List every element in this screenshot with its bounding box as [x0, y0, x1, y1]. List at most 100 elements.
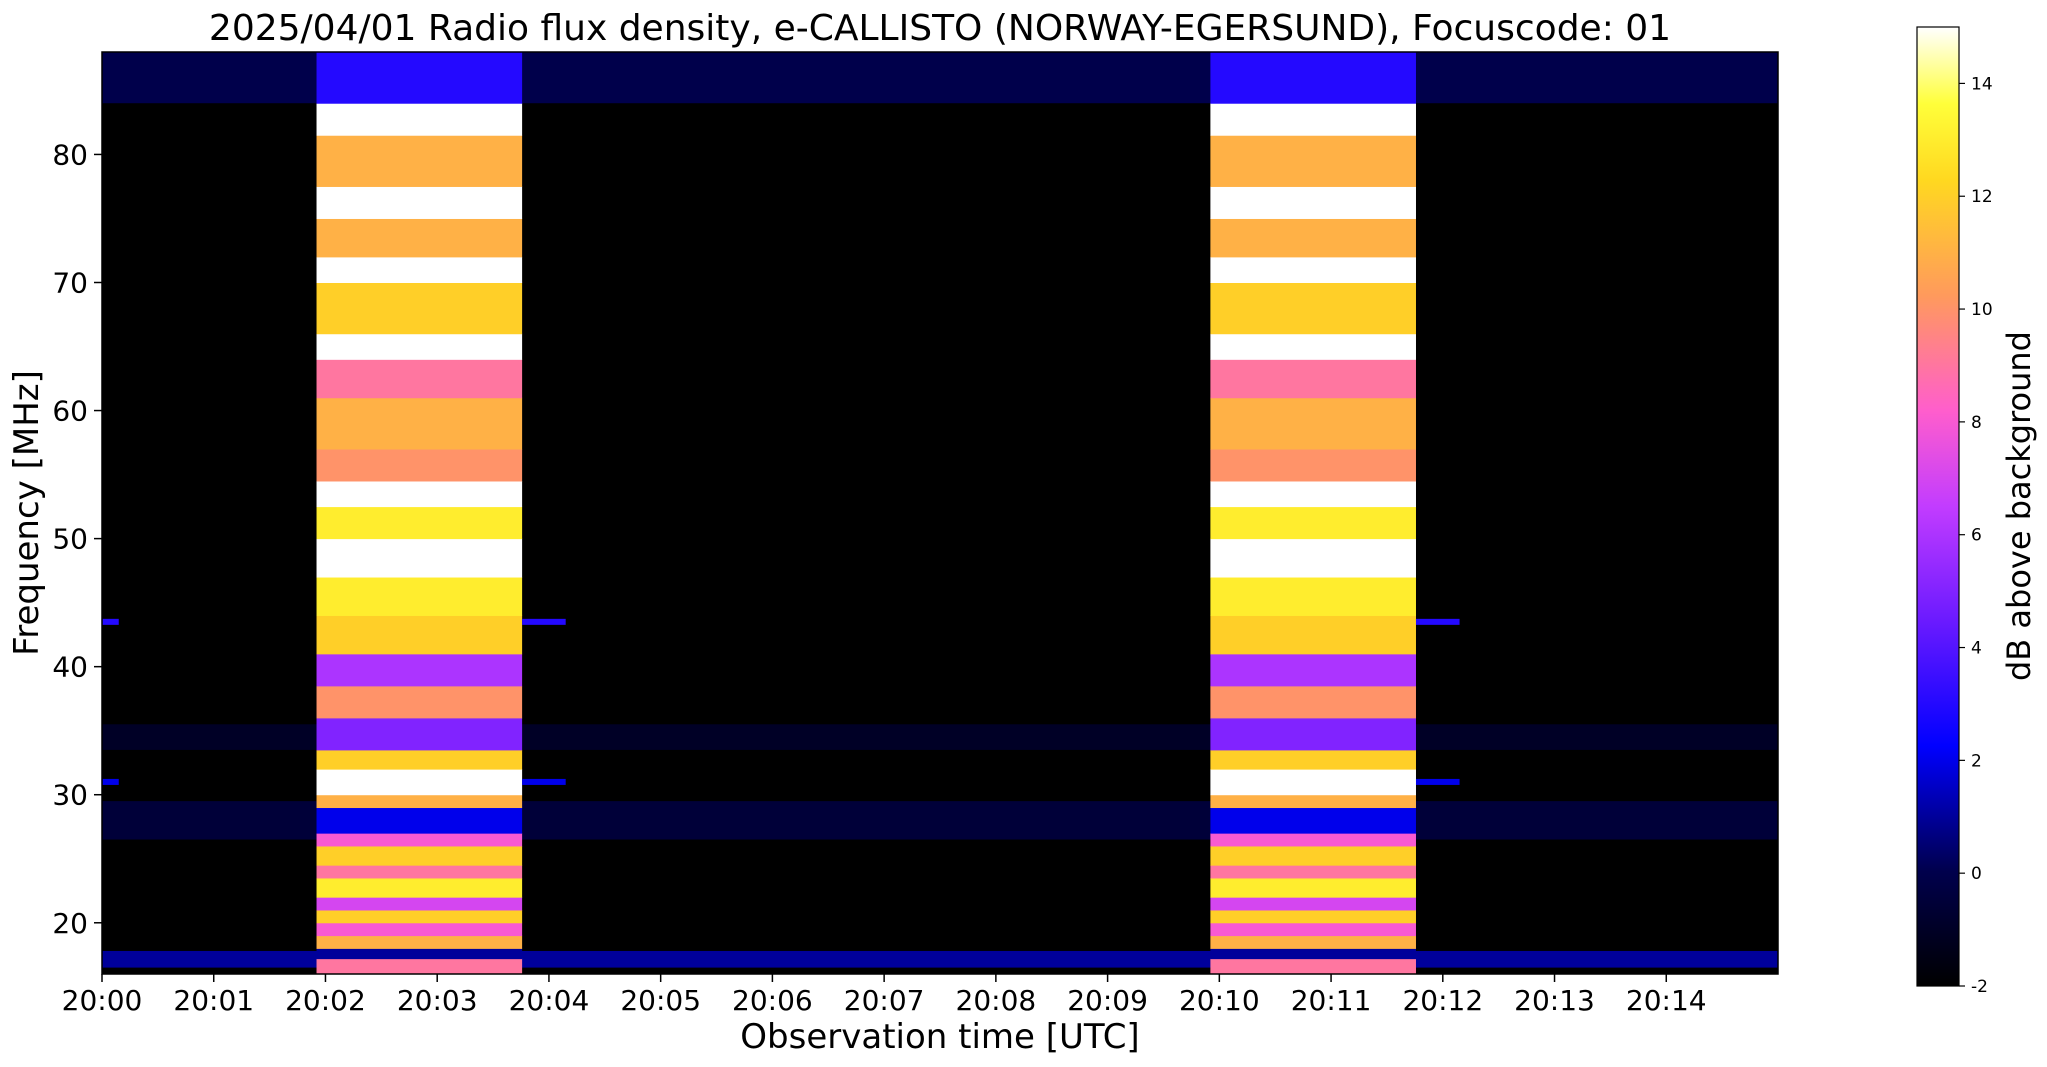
heatmap-burst-cell [316, 218, 523, 258]
colorbar-tick-label: 6 [1971, 526, 1982, 546]
x-tick-label: 20:02 [285, 984, 366, 1017]
heatmap-burst-cell [1210, 807, 1416, 834]
heatmap-burst-cell [1210, 958, 1416, 975]
heatmap-burst-cell [1210, 333, 1416, 360]
heatmap-burst-cell [1210, 448, 1416, 482]
heatmap-interference-line [522, 778, 566, 785]
heatmap-burst-cell [316, 948, 523, 960]
y-tick-label: 30 [52, 779, 88, 812]
heatmap-burst-cell [316, 794, 523, 809]
heatmap-burst-cell [1210, 794, 1416, 809]
heatmap-burst-cell [316, 807, 523, 834]
heatmap-burst-cell [316, 506, 523, 540]
heatmap-burst-cell [316, 865, 523, 879]
heatmap-burst-cell [1210, 103, 1416, 136]
colorbar-fill [1916, 26, 1960, 987]
heatmap-burst-cell [316, 909, 523, 924]
heatmap-burst-cell [1210, 615, 1416, 655]
heatmap-burst-cell [1210, 685, 1416, 719]
heatmap-burst-cell [316, 877, 523, 898]
y-tick-label: 80 [52, 138, 88, 171]
plot-frame [101, 51, 1779, 975]
heatmap-burst-cell [1210, 397, 1416, 450]
heatmap-interference-line [102, 778, 119, 785]
heatmap-burst-cell [1210, 480, 1416, 508]
heatmap-burst-cell [316, 922, 523, 937]
heatmap-burst-cell [316, 935, 523, 949]
x-axis: 20:00 20:01 20:02 20:03 20:04 20:05 20:06 20:07… [62, 974, 1707, 1017]
heatmap-interference-line [1415, 778, 1460, 785]
heatmap-burst-cell [316, 685, 523, 719]
x-tick-label: 20:06 [732, 984, 813, 1017]
x-tick-label: 20:09 [1067, 984, 1148, 1017]
y-tick-label: 20 [52, 907, 88, 940]
chart-title: 2025/04/01 Radio flux density, e-CALLIST… [209, 8, 1671, 49]
heatmap-burst-cell [316, 282, 523, 335]
colorbar-tick-label: 14 [1971, 74, 1993, 94]
heatmap-burst-cell [1210, 577, 1416, 616]
heatmap-burst-cell [1210, 897, 1416, 911]
heatmap-interference-line [1415, 618, 1460, 625]
x-tick-label: 20:11 [1291, 984, 1372, 1017]
colorbar-tick-label: 12 [1971, 187, 1993, 207]
x-tick-label: 20:01 [173, 984, 254, 1017]
heatmap-burst-cell [1210, 845, 1416, 866]
heatmap-burst-cell [1210, 909, 1416, 924]
heatmap-burst-cell [316, 103, 523, 136]
heatmap-burst-cell [1210, 135, 1416, 187]
heatmap-burst-cell [1210, 506, 1416, 540]
y-tick-label: 60 [52, 395, 88, 428]
x-tick-label: 20:00 [62, 984, 143, 1017]
x-tick-label: 20:03 [397, 984, 478, 1017]
heatmap-burst-cell [1210, 538, 1416, 578]
heatmap-burst-cell [1210, 833, 1416, 847]
y-axis: 20 30 40 50 60 70 80 [52, 138, 102, 940]
x-tick-label: 20:10 [1179, 984, 1260, 1017]
colorbar-tick-label: 10 [1971, 300, 1993, 320]
heatmap-burst-cell [316, 653, 523, 687]
heatmap-burst-cell [316, 359, 523, 399]
x-axis-label: Observation time [UTC] [740, 1017, 1139, 1057]
heatmap-burst-cell [316, 615, 523, 655]
heatmap-burst-cell [316, 538, 523, 578]
heatmap-burst-cell [316, 769, 523, 796]
colorbar-tick-label: 8 [1971, 413, 1982, 433]
heatmap-cells [102, 52, 1778, 975]
heatmap-burst-cell [1210, 717, 1416, 751]
y-tick-label: 50 [52, 523, 88, 556]
heatmap-burst-cell [1210, 865, 1416, 879]
colorbar-tick-label: 4 [1971, 639, 1982, 659]
x-tick-label: 20:08 [956, 984, 1037, 1017]
heatmap-burst-cell [316, 256, 523, 283]
heatmap-burst-cell [316, 845, 523, 866]
heatmap-burst-cell [316, 135, 523, 187]
plot-area [101, 51, 1779, 975]
heatmap-burst-cell [316, 958, 523, 975]
x-tick-label: 20:04 [509, 984, 590, 1017]
heatmap-burst-cell [1210, 653, 1416, 687]
y-tick-label: 40 [52, 651, 88, 684]
heatmap-burst-cell [1210, 186, 1416, 219]
heatmap-interference-line [102, 618, 119, 625]
heatmap-burst-cell [316, 480, 523, 508]
heatmap-burst-cell [316, 749, 523, 770]
heatmap-burst-cell [1210, 948, 1416, 960]
heatmap-burst-cell [1210, 749, 1416, 770]
colorbar-tick-label: 2 [1971, 751, 1982, 771]
heatmap-burst-cell [1210, 256, 1416, 283]
heatmap-burst-cell [316, 186, 523, 219]
colorbar-ticks: -2 0 2 4 6 8 10 12 14 [1959, 74, 1993, 997]
heatmap-interference-line [522, 618, 566, 625]
heatmap-burst-cell [1210, 282, 1416, 335]
heatmap-burst-cell [1210, 52, 1416, 104]
x-tick-label: 20:13 [1514, 984, 1595, 1017]
heatmap-burst-cell [316, 52, 523, 104]
heatmap-burst-cell [316, 897, 523, 911]
heatmap-burst-cell [1210, 769, 1416, 796]
colorbar-tick-label: -2 [1971, 977, 1988, 997]
heatmap-burst-cell [316, 333, 523, 360]
colorbar-label: dB above background [2000, 331, 2038, 681]
colorbar-tick-label: 0 [1971, 864, 1982, 884]
heatmap-burst-cell [1210, 935, 1416, 949]
